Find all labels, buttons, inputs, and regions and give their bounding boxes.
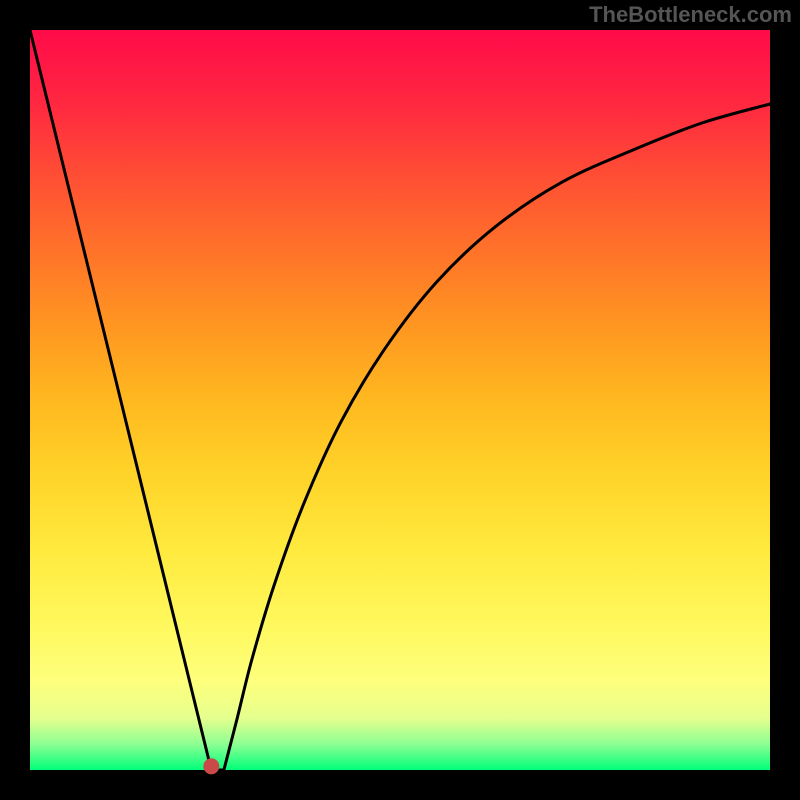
- watermark-label: TheBottleneck.com: [589, 2, 792, 28]
- chart-svg: [0, 0, 800, 800]
- chart-container: TheBottleneck.com: [0, 0, 800, 800]
- minimum-marker: [203, 758, 219, 774]
- chart-background: [30, 30, 770, 770]
